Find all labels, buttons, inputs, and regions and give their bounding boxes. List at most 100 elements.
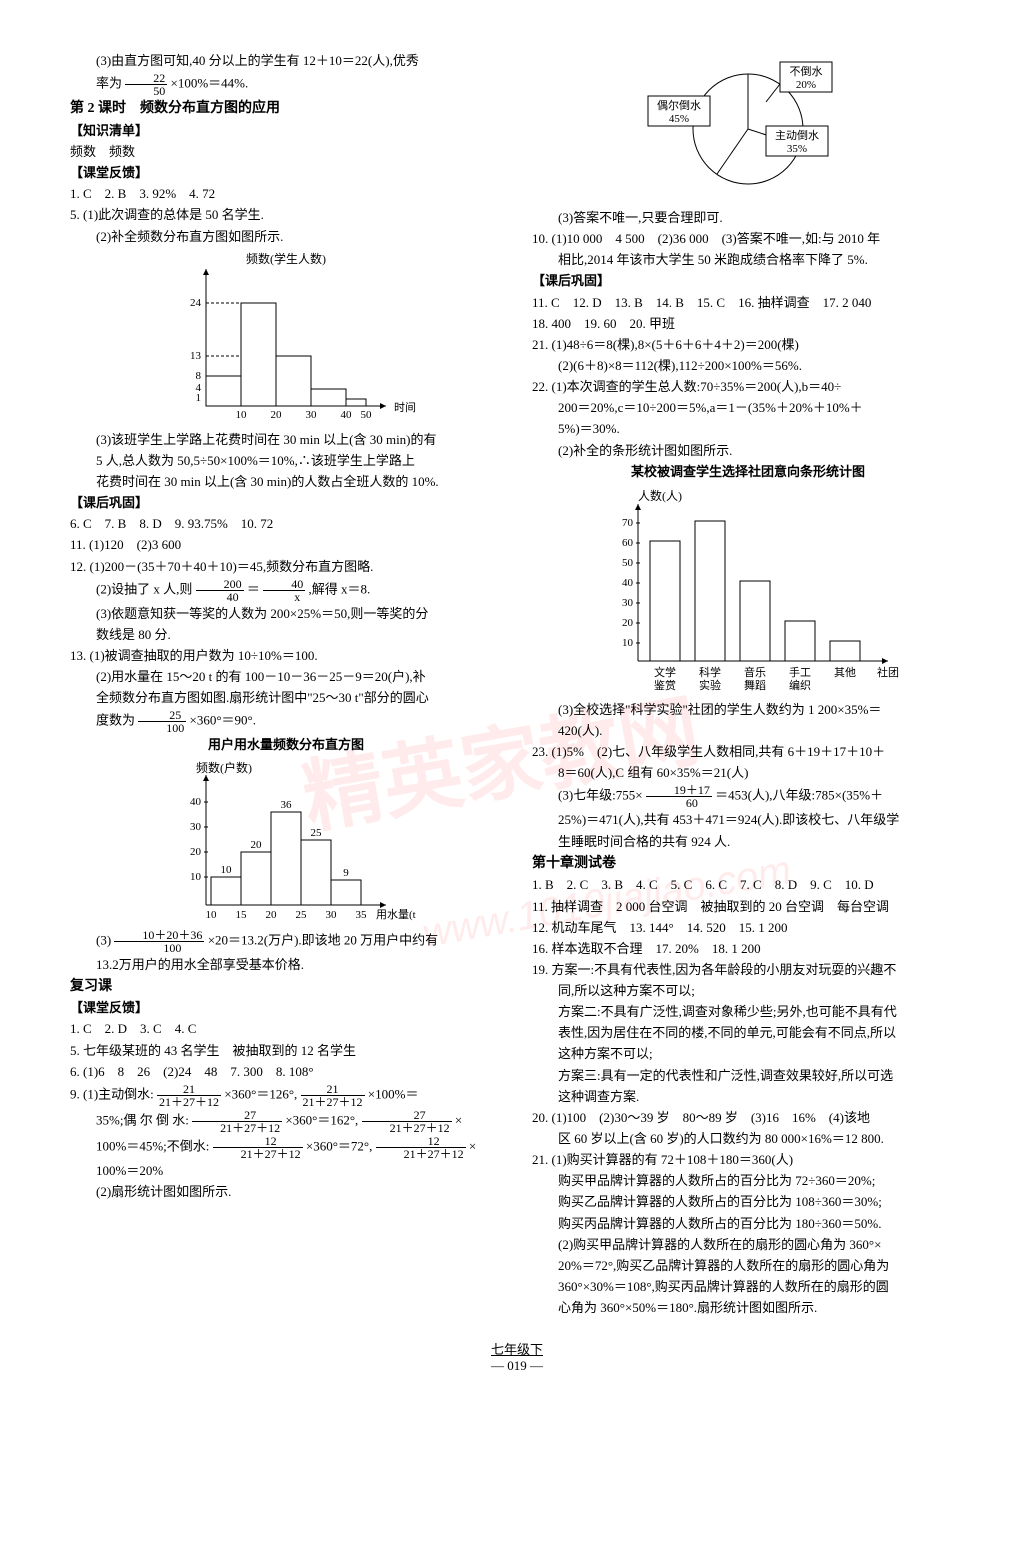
text: (3)答案不唯一,只要合理即可. xyxy=(532,208,964,228)
text: (3)依题意知获一等奖的人数为 200×25%＝50,则一等奖的分 xyxy=(70,604,502,624)
text: 420(人). xyxy=(532,721,964,741)
heading: 【课堂反馈】 xyxy=(70,998,502,1018)
text: (2)用水量在 15～20 t 的有 100－10－36－25－9＝20(户),… xyxy=(70,667,502,687)
text: 相比,2014 年该市大学生 50 米跑成绩合格率下降了 5%. xyxy=(532,250,964,270)
svg-text:人数(人): 人数(人) xyxy=(638,488,682,503)
svg-text:40: 40 xyxy=(341,409,353,421)
histogram-chart-2: 频数(户数) 10 20 30 40 xyxy=(70,760,502,925)
text: 100%＝20% xyxy=(70,1161,502,1181)
svg-text:20: 20 xyxy=(190,846,202,858)
svg-text:60: 60 xyxy=(622,537,634,549)
svg-text:舞蹈: 舞蹈 xyxy=(744,679,766,692)
svg-text:科学: 科学 xyxy=(699,665,721,679)
text: (2)设抽了 x 人,则 20040 ＝ 40x ,解得 x＝8. xyxy=(70,578,502,603)
text: 23. (1)5% (2)七、八年级学生人数相同,共有 6＋19＋17＋10＋ xyxy=(532,742,964,762)
text: 35%;偶 尔 倒 水: 2721＋27＋12 ×360°＝162°, 2721… xyxy=(70,1109,502,1134)
svg-text:频数(户数): 频数(户数) xyxy=(196,760,252,775)
text: 购买乙品牌计算器的人数所占的百分比为 108÷360＝30%; xyxy=(532,1192,964,1212)
svg-text:20: 20 xyxy=(622,617,634,629)
text: 6. (1)6 8 26 (2)24 48 7. 300 8. 108° xyxy=(70,1062,502,1082)
bar-chart-3: 人数(人) 10 20 30 40 50 60 70 xyxy=(532,486,964,696)
svg-text:50: 50 xyxy=(361,409,373,421)
svg-text:30: 30 xyxy=(326,909,338,921)
text: (2)补全的条形统计图如图所示. xyxy=(532,441,964,461)
left-column: (3)由直方图可知,40 分以上的学生有 12＋10＝22(人),优秀 率为 2… xyxy=(70,50,502,1319)
footer: 七年级下 — 019 — xyxy=(70,1339,964,1374)
pie-chart: 不倒水 20% 偶尔倒水 45% 主动倒水 35% xyxy=(532,54,964,204)
text: 100%＝45%;不倒水: 1221＋27＋12 ×360°＝72°, 1221… xyxy=(70,1135,502,1160)
svg-text:15: 15 xyxy=(236,909,248,921)
text: 表性,因为居住在不同的楼,不同的单元,可能会有不同点,所以 xyxy=(532,1023,964,1043)
svg-text:30: 30 xyxy=(622,597,634,609)
text: (3)七年级:755× 19＋1760 ＝453(人),八年级:785×(35%… xyxy=(532,784,964,809)
footer-grade: 七年级下 xyxy=(491,1342,543,1357)
text: 这种方案不可以; xyxy=(532,1044,964,1064)
svg-text:20: 20 xyxy=(266,909,278,921)
svg-text:其他: 其他 xyxy=(834,666,856,679)
svg-text:70: 70 xyxy=(622,517,634,529)
svg-text:24: 24 xyxy=(190,297,202,309)
text: (2)扇形统计图如图所示. xyxy=(70,1182,502,1202)
text: 度数为 25100 ×360°＝90°. xyxy=(70,709,502,734)
svg-text:13: 13 xyxy=(190,350,202,362)
text: (3) 10＋20＋36100 ×20＝13.2(万户).即该地 20 万用户中… xyxy=(70,929,502,954)
svg-text:文学: 文学 xyxy=(654,665,676,679)
heading: 【课后巩固】 xyxy=(70,493,502,513)
svg-text:20: 20 xyxy=(251,839,263,851)
svg-text:用水量(t): 用水量(t) xyxy=(376,908,416,921)
text: 5%)＝30%. xyxy=(532,419,964,439)
svg-text:社团: 社团 xyxy=(877,665,899,679)
section-title: 复习课 xyxy=(70,976,502,998)
svg-text:实验: 实验 xyxy=(699,678,721,692)
text: 心角为 360°×50%＝180°.扇形统计图如图所示. xyxy=(532,1298,964,1318)
text: 11. (1)120 (2)3 600 xyxy=(70,535,502,555)
svg-text:45%: 45% xyxy=(669,113,689,125)
svg-text:10: 10 xyxy=(622,637,634,649)
svg-text:8: 8 xyxy=(196,370,202,382)
text: 5 人,总人数为 50,5÷50×100%＝10%,∴该班学生上学路上 xyxy=(70,451,502,471)
svg-text:不倒水: 不倒水 xyxy=(790,65,823,78)
svg-text:25: 25 xyxy=(296,909,308,921)
heading: 【课后巩固】 xyxy=(532,271,964,291)
text: 21. (1)48÷6＝8(棵),8×(5＋6＋6＋4＋2)＝200(棵) xyxy=(532,335,964,355)
svg-text:10: 10 xyxy=(221,864,233,876)
text: 20%＝72°,购买乙品牌计算器的人数所在的扇形的圆心角为 xyxy=(532,1256,964,1276)
text: ×100%＝44%. xyxy=(171,76,249,91)
text: (3)该班学生上学路上花费时间在 30 min 以上(含 30 min)的有 xyxy=(70,430,502,450)
svg-text:40: 40 xyxy=(622,577,634,589)
text: 购买甲品牌计算器的人数所占的百分比为 72÷360＝20%; xyxy=(532,1171,964,1191)
text: 这种调查方案. xyxy=(532,1087,964,1107)
svg-text:20%: 20% xyxy=(796,79,816,91)
svg-text:9: 9 xyxy=(343,867,349,879)
svg-text:主动倒水: 主动倒水 xyxy=(775,129,819,142)
chart3-title: 某校被调查学生选择社团意向条形统计图 xyxy=(532,462,964,482)
svg-text:10: 10 xyxy=(236,409,248,421)
text: (2)(6＋8)×8＝112(棵),112÷200×100%＝56%. xyxy=(532,356,964,376)
text: 同,所以这种方案不可以; xyxy=(532,981,964,1001)
svg-text:音乐: 音乐 xyxy=(744,665,766,679)
text: 6. C 7. B 8. D 9. 93.75% 10. 72 xyxy=(70,514,502,534)
text: 率为 2250 ×100%＝44%. xyxy=(70,72,502,97)
heading: 【知识清单】 xyxy=(70,121,502,141)
text: 全频数分布直方图如图.扇形统计图中"25～30 t"部分的圆心 xyxy=(70,688,502,708)
svg-text:4: 4 xyxy=(196,382,202,394)
heading: 【课堂反馈】 xyxy=(70,163,502,183)
text: 11. 抽样调查 2 000 台空调 被抽取到的 20 台空调 每台空调 xyxy=(532,897,964,917)
text: 22. (1)本次调查的学生总人数:70÷35%＝200(人),b＝40÷ xyxy=(532,377,964,397)
text: 12. (1)200－(35＋70＋40＋10)＝45,频数分布直方图略. xyxy=(70,557,502,577)
text: 方案三:具有一定的代表性和广泛性,调查效果较好,所以可选 xyxy=(532,1066,964,1086)
text: 200＝20%,c＝10÷200＝5%,a＝1－(35%＋20%＋10%＋ xyxy=(532,398,964,418)
svg-text:时间(min): 时间(min) xyxy=(394,401,416,414)
svg-text:20: 20 xyxy=(271,409,283,421)
text: 1. B 2. C 3. B 4. C 5. C 6. C 7. C 8. D … xyxy=(532,875,964,895)
right-column: 不倒水 20% 偶尔倒水 45% 主动倒水 35% (3)答案不唯一,只要合理即… xyxy=(532,50,964,1319)
text: 花费时间在 30 min 以上(含 30 min)的人数占全班人数的 10%. xyxy=(70,472,502,492)
text: 13. (1)被调查抽取的用户数为 10÷10%＝100. xyxy=(70,646,502,666)
text: 10. (1)10 000 4 500 (2)36 000 (3)答案不唯一,如… xyxy=(532,229,964,249)
text: 8＝60(人),C 组有 60×35%＝21(人) xyxy=(532,763,964,783)
text: (2)购买甲品牌计算器的人数所在的扇形的圆心角为 360°× xyxy=(532,1235,964,1255)
fraction: 2250 xyxy=(125,72,167,97)
svg-text:鉴赏: 鉴赏 xyxy=(654,679,676,692)
svg-text:40: 40 xyxy=(190,796,202,808)
ylabel: 频数(学生人数) xyxy=(246,251,326,266)
